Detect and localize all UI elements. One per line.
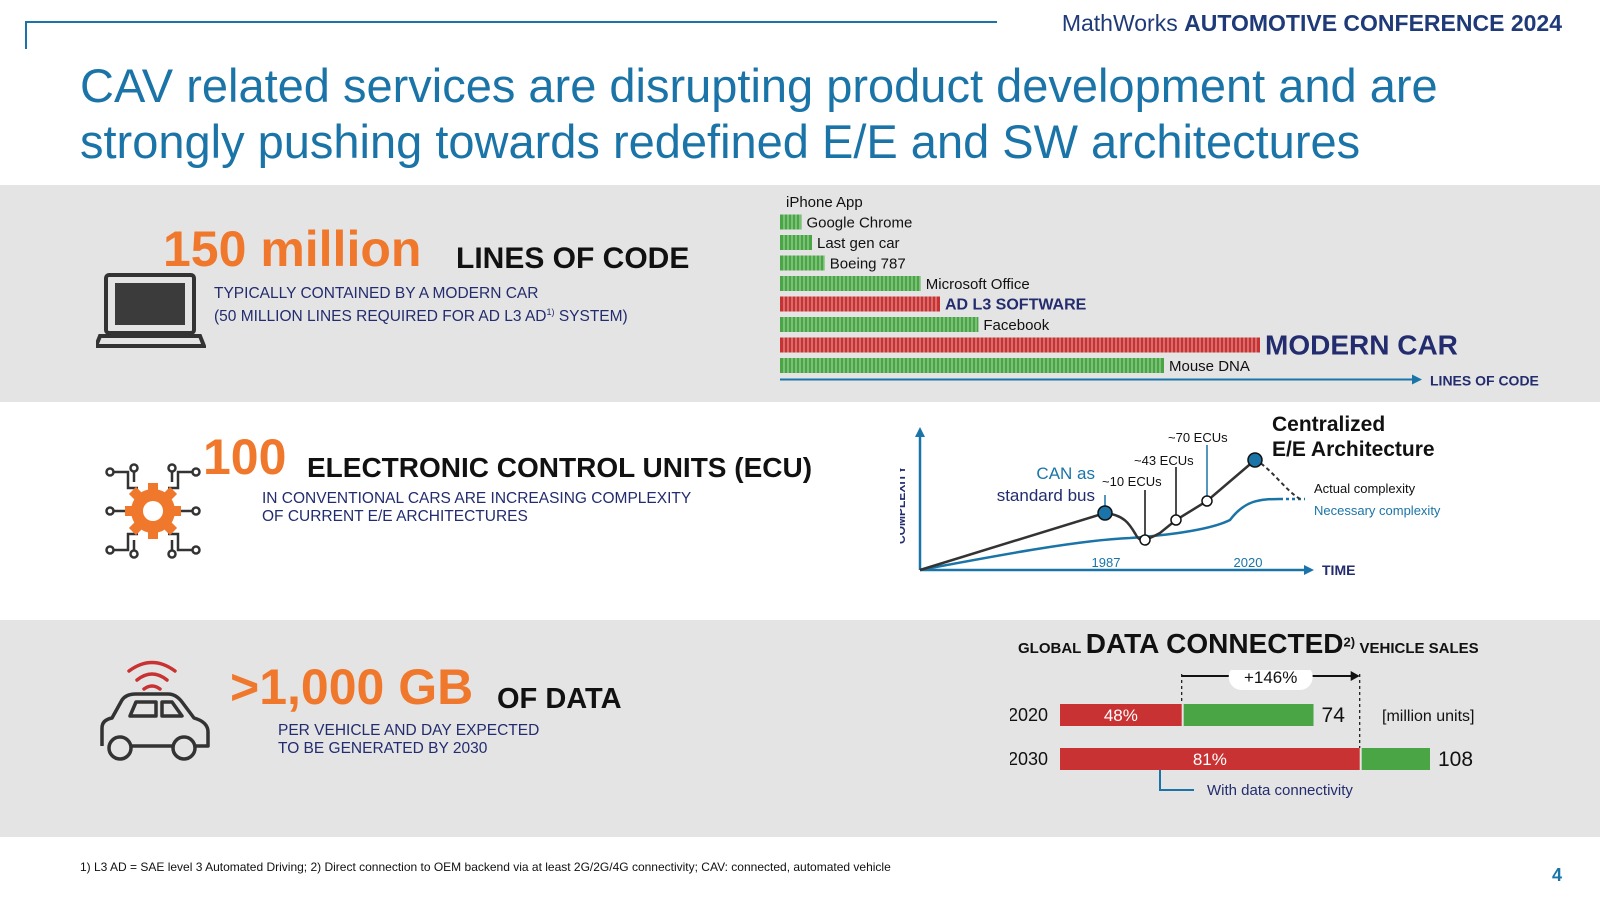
connected-car-icon — [100, 660, 210, 761]
loc-big-label: LINES OF CODE — [456, 242, 690, 275]
data-big-number: >1,000 GB — [230, 659, 474, 715]
title-line-1: CAV related services are disrupting prod… — [80, 59, 1438, 112]
ecu70-marker — [1201, 495, 1213, 507]
data-subtitle: PER VEHICLE AND DAY EXPECTED TO BE GENER… — [278, 722, 539, 758]
sales-total-label: 74 — [1322, 704, 1346, 727]
can-marker — [1097, 505, 1113, 521]
loc-axis-label: LINES OF CODE — [1430, 373, 1539, 389]
y-axis-label: COMPLEXITY — [900, 466, 908, 544]
loc-subtitle-line-2: (50 MILLION LINES REQUIRED FOR AD L3 AD1… — [214, 307, 628, 326]
centralized-label-line-2: E/E Architecture — [1272, 438, 1435, 461]
loc-bar-label: Mouse DNA — [1169, 358, 1250, 375]
data-big-label: OF DATA — [497, 683, 622, 715]
sales-bar-connected — [1060, 704, 1182, 726]
legend-necessary-complexity: Necessary complexity — [1314, 503, 1441, 518]
growth-arrowhead — [1350, 671, 1360, 681]
page-number: 4 — [1551, 865, 1562, 885]
data-subtitle-line-1: PER VEHICLE AND DAY EXPECTED — [278, 722, 540, 739]
sales-chart: 2020 48% 74 2030 81% 108 [million units] +146% W… — [1010, 670, 1474, 799]
loc-bar — [780, 358, 1164, 373]
sales-share-label: 81% — [1193, 750, 1227, 769]
loc-bar-label: Microsoft Office — [926, 276, 1030, 293]
x-tick-2020: 2020 — [1234, 555, 1263, 570]
loc-bar-label: Google Chrome — [806, 215, 912, 232]
x-axis-arrow — [1304, 565, 1314, 575]
loc-bar — [780, 276, 921, 291]
ecu-subtitle-line-2: OF CURRENT E/E ARCHITECTURES — [262, 508, 528, 525]
loc-bar — [780, 296, 940, 312]
section-band-data — [0, 620, 1600, 837]
ecu-subtitle-line-1: IN CONVENTIONAL CARS ARE INCREASING COMP… — [262, 490, 692, 507]
loc-big-number: 150 million — [163, 221, 422, 277]
header-rule-horizontal — [25, 21, 997, 23]
ecu-big-number: 100 — [203, 429, 287, 485]
brand-event: AUTOMOTIVE CONFERENCE 2024 — [1184, 10, 1562, 36]
legend-actual-complexity: Actual complexity — [1314, 481, 1416, 496]
ecu43-marker — [1170, 514, 1182, 526]
ecu-subtitle: IN CONVENTIONAL CARS ARE INCREASING COMP… — [262, 490, 691, 526]
header-rule-vertical — [25, 21, 27, 49]
loc-bar — [780, 255, 825, 271]
y-axis-arrow — [915, 427, 925, 437]
complexity-chart: TIME COMPLEXITY 1987 2020 CAN as standard bus… — [900, 415, 1441, 578]
sales-year-label: 2030 — [1010, 749, 1048, 769]
loc-bar-label: MODERN CAR — [1265, 330, 1458, 361]
sales-year-label: 2020 — [1010, 705, 1048, 725]
loc-bar — [780, 214, 802, 230]
conference-brand: MathWorks AUTOMOTIVE CONFERENCE 2024 — [1062, 10, 1562, 37]
loc-bar — [780, 317, 979, 332]
can-label-line-1: CAN as — [1036, 464, 1095, 483]
sales-bar-connected — [1060, 748, 1360, 770]
page-title: CAV related services are disrupting prod… — [80, 58, 1500, 170]
loc-bar-label: iPhone App — [786, 194, 863, 211]
centralized-marker — [1247, 452, 1263, 468]
actual-complexity-dashed — [1254, 459, 1301, 500]
growth-pill — [1228, 670, 1313, 690]
laptop-icon — [96, 273, 206, 348]
brand-name: MathWorks — [1061, 10, 1178, 36]
loc-bar-label: Boeing 787 — [830, 256, 906, 273]
loc-bar-label: Last gen car — [817, 235, 900, 252]
data-subtitle-line-2: TO BE GENERATED BY 2030 — [278, 740, 488, 757]
sales-bar-other — [1183, 704, 1314, 726]
loc-axis-arrow — [1412, 374, 1422, 385]
ecu-big-label: ELECTRONIC CONTROL UNITS (ECU) — [307, 452, 813, 483]
ecu-gear-icon — [105, 463, 201, 559]
sales-chart-title: GLOBAL DATA CONNECTED2) VEHICLE SALES — [1018, 628, 1479, 659]
x-axis-label: TIME — [1322, 562, 1355, 578]
title-line-2: strongly pushing towards redefined E/E a… — [80, 115, 1361, 168]
growth-label: +146% — [1244, 670, 1297, 687]
ecu43-label: ~43 ECUs — [1134, 453, 1194, 468]
loc-subtitle-line-1: TYPICALLY CONTAINED BY A MODERN CAR — [214, 285, 539, 302]
connectivity-label: With data connectivity — [1207, 782, 1353, 799]
loc-bar-label: Facebook — [983, 317, 1049, 334]
lines-of-code-chart: iPhone App Google Chrome Last gen car Boein… — [780, 194, 1539, 389]
centralized-label-line-1: Centralized — [1272, 415, 1385, 436]
footnote: 1) L3 AD = SAE level 3 Automated Driving… — [80, 860, 891, 874]
actual-complexity-line — [919, 459, 1256, 572]
x-tick-1987: 1987 — [1092, 555, 1121, 570]
loc-bar — [780, 337, 1260, 353]
sales-share-label: 48% — [1104, 706, 1138, 725]
loc-bar — [780, 235, 812, 250]
connectivity-callout-line — [1159, 770, 1194, 791]
ecu70-label: ~70 ECUs — [1168, 430, 1228, 445]
sales-unit-label: [million units] — [1382, 708, 1474, 725]
sales-total-label: 108 — [1438, 748, 1473, 771]
ecu10-marker — [1139, 534, 1151, 546]
loc-bar-label: AD L3 SOFTWARE — [945, 297, 1087, 314]
sales-bar-other — [1361, 748, 1430, 770]
can-label-line-2: standard bus — [997, 486, 1095, 505]
loc-subtitle: TYPICALLY CONTAINED BY A MODERN CAR (50 … — [214, 285, 628, 326]
ecu10-label: ~10 ECUs — [1102, 474, 1162, 489]
